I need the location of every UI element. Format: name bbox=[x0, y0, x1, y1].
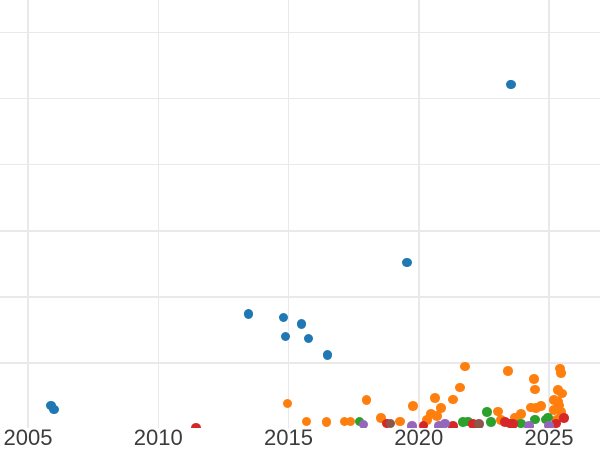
data-point-orange bbox=[361, 395, 372, 405]
data-point-blue bbox=[303, 333, 314, 344]
data-point-orange bbox=[556, 368, 566, 378]
data-point-orange bbox=[455, 382, 465, 393]
data-point-orange bbox=[493, 406, 503, 417]
data-point-purple bbox=[358, 419, 369, 428]
data-point-green bbox=[543, 412, 553, 423]
data-point-orange bbox=[554, 400, 564, 411]
data-point-orange bbox=[556, 407, 566, 417]
gridline-y-4 bbox=[0, 163, 600, 166]
data-point-blue bbox=[401, 257, 412, 268]
data-point-orange bbox=[375, 413, 386, 423]
data-point-blue bbox=[506, 79, 516, 90]
data-point-orange bbox=[282, 398, 293, 409]
data-point-orange bbox=[394, 416, 405, 427]
data-point-green bbox=[530, 414, 540, 425]
data-point-red bbox=[468, 419, 478, 428]
data-point-orange bbox=[425, 409, 436, 419]
data-point-orange bbox=[430, 393, 440, 403]
data-point-orange bbox=[529, 374, 539, 384]
gridline-y-1 bbox=[0, 362, 600, 364]
data-point-purple bbox=[434, 421, 444, 428]
gridline-x-2025 bbox=[548, 0, 550, 428]
data-point-orange bbox=[301, 416, 312, 427]
data-point-brown bbox=[385, 418, 396, 428]
data-point-blue bbox=[322, 350, 333, 360]
data-point-orange bbox=[431, 411, 442, 421]
data-point-green bbox=[516, 418, 526, 428]
gridline-y-3 bbox=[0, 230, 600, 232]
data-point-green bbox=[457, 417, 468, 427]
x-tick-label-2025: 2025 bbox=[524, 425, 574, 450]
data-point-orange bbox=[436, 403, 446, 413]
gridline-y-2 bbox=[0, 296, 600, 298]
data-point-orange bbox=[503, 366, 513, 376]
data-point-orange bbox=[530, 384, 540, 395]
data-point-red bbox=[418, 420, 429, 428]
x-tick-label-2020: 2020 bbox=[394, 425, 444, 450]
data-point-purple bbox=[406, 421, 417, 428]
data-point-red bbox=[500, 417, 510, 427]
data-point-orange bbox=[510, 412, 520, 423]
data-point-purple bbox=[524, 421, 534, 428]
data-point-orange bbox=[526, 402, 536, 413]
gridline-x-2020 bbox=[418, 0, 420, 428]
data-point-green bbox=[486, 417, 496, 427]
data-point-blue bbox=[243, 309, 254, 319]
gridline-x-2010 bbox=[157, 0, 159, 428]
x-tick-label-2005: 2005 bbox=[3, 425, 53, 450]
data-point-orange bbox=[339, 416, 350, 427]
data-point-orange bbox=[422, 415, 432, 425]
data-point-orange bbox=[516, 409, 526, 419]
data-point-blue bbox=[49, 404, 59, 415]
gridline-x-2005 bbox=[27, 0, 29, 428]
data-point-red bbox=[559, 413, 569, 423]
gridline-x-2015 bbox=[287, 0, 290, 428]
data-point-blue bbox=[296, 319, 307, 329]
x-tick-label-2015: 2015 bbox=[264, 425, 313, 450]
data-point-blue bbox=[278, 312, 289, 323]
data-point-orange bbox=[460, 361, 470, 372]
data-point-red bbox=[551, 418, 561, 428]
data-point-orange bbox=[345, 416, 356, 427]
data-point-orange bbox=[321, 417, 332, 427]
plot-area bbox=[0, 0, 600, 428]
data-point-green bbox=[482, 407, 492, 417]
data-point-red bbox=[448, 421, 458, 428]
data-point-orange bbox=[531, 403, 541, 413]
data-point-red bbox=[191, 423, 202, 428]
data-point-brown bbox=[474, 419, 484, 428]
data-point-orange bbox=[536, 401, 546, 411]
gridline-y-6 bbox=[0, 31, 600, 34]
data-point-orange bbox=[557, 388, 567, 399]
data-point-green bbox=[462, 416, 473, 427]
data-point-purple bbox=[440, 418, 450, 428]
data-point-red bbox=[508, 419, 518, 428]
data-point-purple bbox=[544, 420, 554, 428]
data-point-orange bbox=[407, 401, 418, 411]
data-point-orange bbox=[448, 394, 458, 405]
gridline-y-5 bbox=[0, 97, 600, 100]
data-point-orange bbox=[549, 405, 559, 415]
data-point-blue bbox=[280, 331, 291, 342]
x-tick-label-2010: 2010 bbox=[133, 425, 183, 450]
